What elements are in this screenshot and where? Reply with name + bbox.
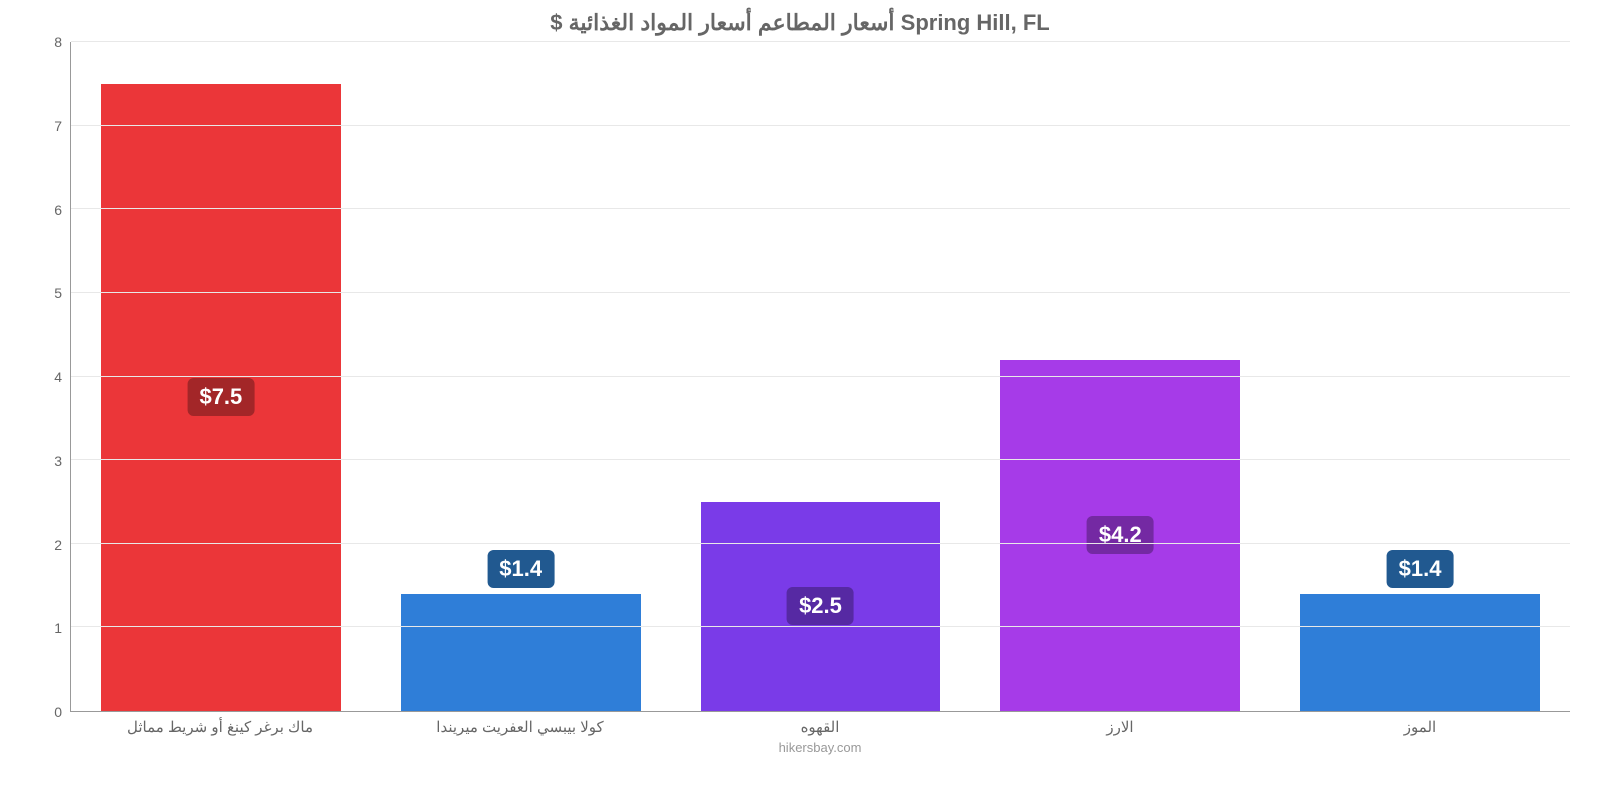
y-axis: 012345678: [30, 42, 70, 712]
y-tick: 7: [54, 118, 62, 134]
y-tick: 2: [54, 537, 62, 553]
x-tick: القهوه: [670, 718, 970, 736]
x-tick: ماك برغر كينغ أو شريط مماثل: [70, 718, 370, 736]
plot-area: $7.5 $1.4 $2.5 $4.2 $1.4: [70, 42, 1570, 712]
bar: $1.4: [401, 594, 641, 711]
y-tick: 6: [54, 202, 62, 218]
chart-footer: hikersbay.com: [70, 740, 1570, 755]
y-tick: 4: [54, 369, 62, 385]
bar-value-label: $2.5: [787, 587, 854, 625]
y-tick: 3: [54, 453, 62, 469]
x-tick: الموز: [1270, 718, 1570, 736]
bar-value-label: $1.4: [1387, 550, 1454, 588]
bar-value-label: $7.5: [187, 378, 254, 416]
bar: $4.2: [1000, 360, 1240, 711]
bar: $1.4: [1300, 594, 1540, 711]
bar: $2.5: [701, 502, 941, 711]
bars-layer: $7.5 $1.4 $2.5 $4.2 $1.4: [71, 42, 1570, 711]
x-axis: ماك برغر كينغ أو شريط مماثلكولا بيبسي ال…: [70, 718, 1570, 736]
y-tick: 0: [54, 704, 62, 720]
chart-title: $ أسعار المطاعم أسعار المواد الغذائية Sp…: [30, 10, 1570, 36]
price-chart: $ أسعار المطاعم أسعار المواد الغذائية Sp…: [0, 0, 1600, 800]
y-tick: 8: [54, 34, 62, 50]
bar-value-label: $1.4: [487, 550, 554, 588]
x-tick: الارز: [970, 718, 1270, 736]
bar-value-label: $4.2: [1087, 516, 1154, 554]
y-tick: 5: [54, 285, 62, 301]
y-tick: 1: [54, 620, 62, 636]
bar: $7.5: [101, 84, 341, 711]
x-tick: كولا بيبسي العفريت ميريندا: [370, 718, 670, 736]
plot-row: 012345678 $7.5$1.4$2.5$4.2$1.4: [30, 42, 1570, 712]
